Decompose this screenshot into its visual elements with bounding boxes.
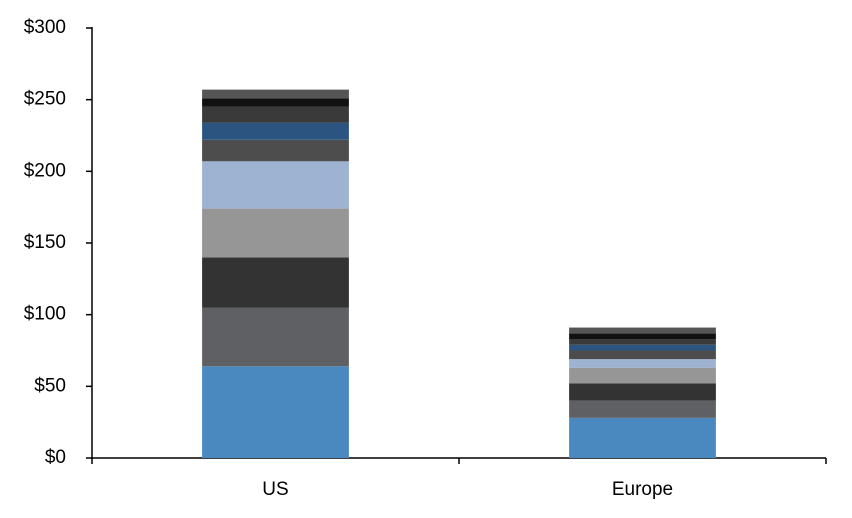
- bar-segment: [569, 339, 716, 345]
- bar-segment: [569, 367, 716, 384]
- bar-segment: [569, 359, 716, 368]
- bar-segment: [202, 89, 349, 99]
- y-tick-label: $50: [34, 375, 66, 396]
- bar-segment: [202, 208, 349, 258]
- bar-segment: [569, 344, 716, 351]
- y-tick-label: $250: [24, 89, 66, 110]
- bar-segment: [202, 98, 349, 107]
- x-tick-label: Europe: [612, 479, 673, 500]
- y-tick-label: $0: [45, 447, 66, 468]
- y-tick-label: $200: [24, 160, 66, 181]
- bar-segment: [569, 327, 716, 334]
- y-tick-label: $150: [24, 232, 66, 253]
- y-tick-label: $100: [24, 304, 66, 325]
- x-tick-label: US: [262, 479, 288, 500]
- y-tick-label: $300: [24, 17, 66, 38]
- bar-segment: [202, 139, 349, 162]
- bar-segment: [202, 307, 349, 367]
- bar-segment: [569, 400, 716, 418]
- bar-segment: [569, 417, 716, 458]
- bar-segment: [202, 366, 349, 458]
- bar-segment: [569, 383, 716, 401]
- bar-segment: [202, 257, 349, 308]
- bar-segment: [202, 122, 349, 140]
- bar-segment: [202, 106, 349, 123]
- bar-segment: [569, 350, 716, 360]
- bar-segment: [569, 333, 716, 340]
- bar-segment: [202, 161, 349, 209]
